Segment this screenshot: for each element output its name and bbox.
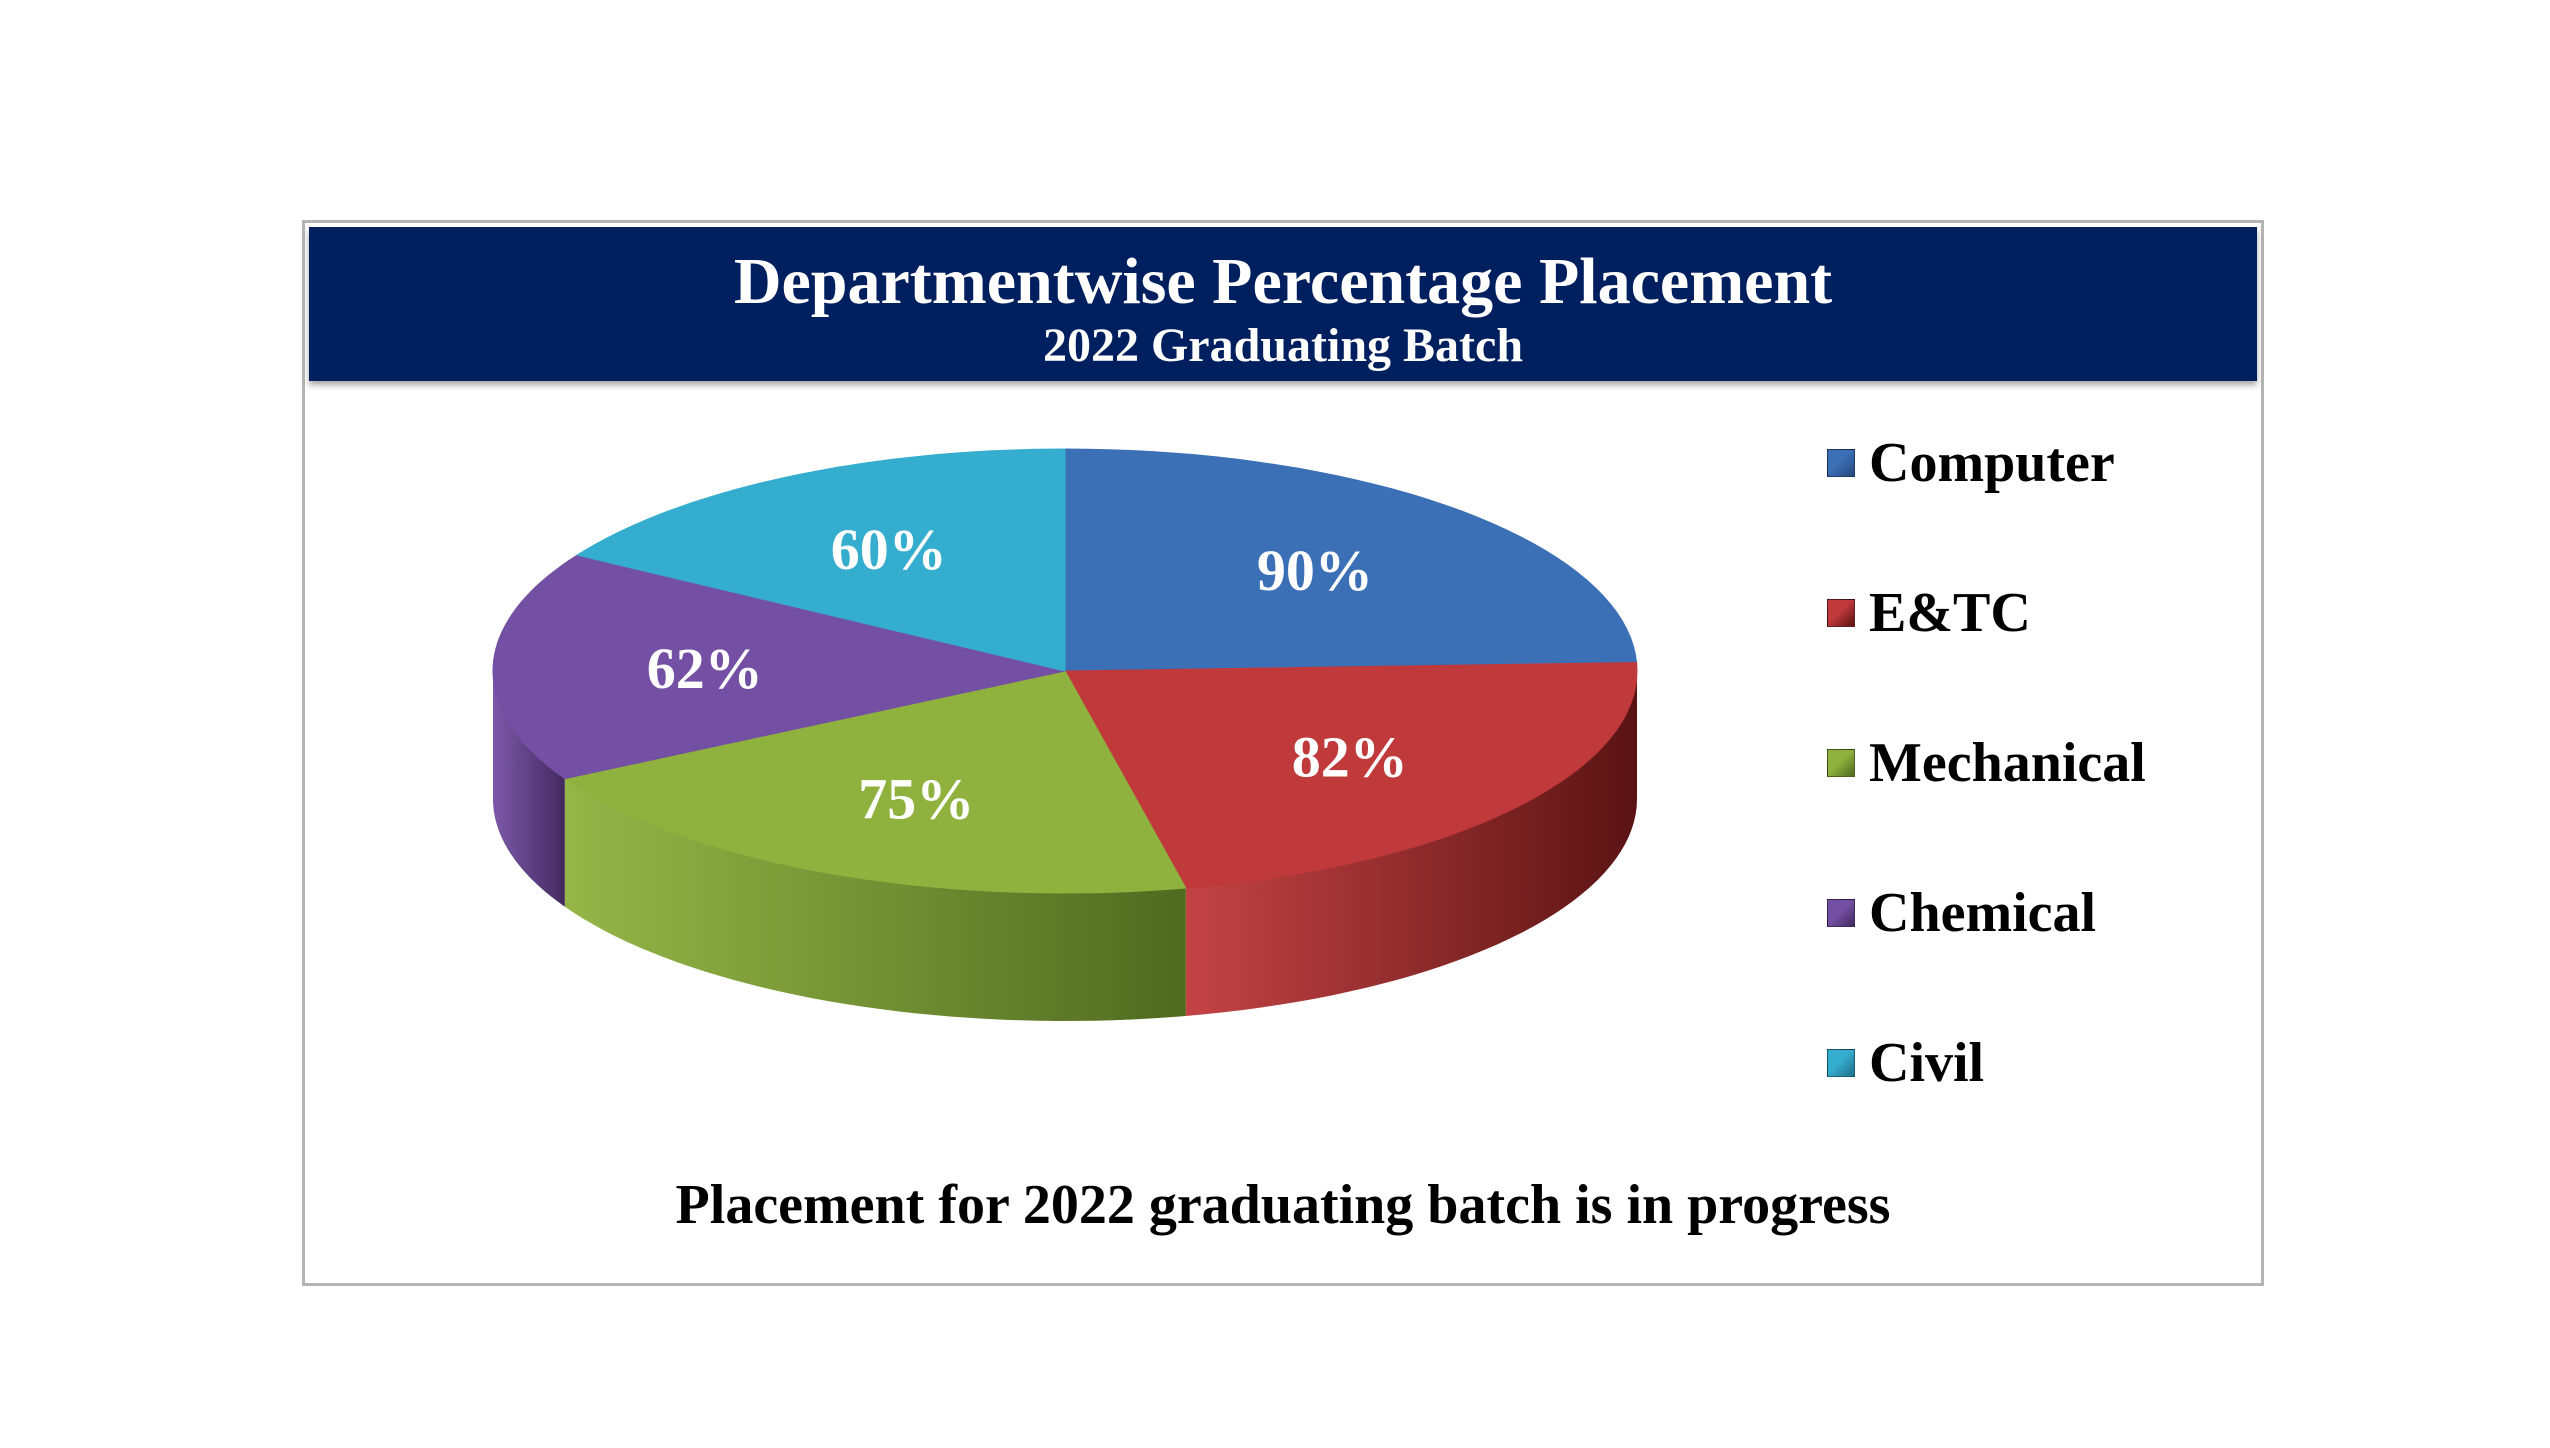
pie-labels: 90% 82% 75% 62% 60% — [647, 517, 1408, 831]
pie-slice-computer — [1064, 448, 1638, 672]
pie-label-civil: 60% — [831, 517, 947, 582]
pie-label-computer: 90% — [1257, 538, 1373, 603]
legend-item-mechanical: Mechanical — [1827, 732, 2146, 794]
legend-item-computer: Computer — [1827, 432, 2115, 494]
pie-sides — [493, 671, 1637, 1021]
chart-card: Departmentwise Percentage Placement 2022… — [302, 220, 2264, 1286]
legend-label-chemical: Chemical — [1869, 882, 2097, 944]
chart-subtitle: 2022 Graduating Batch — [1042, 319, 1524, 372]
legend-swatch-mechanical — [1827, 749, 1855, 777]
pie-chart: 90% 82% 75% 62% 60% — [492, 448, 1638, 1021]
pie-slice-civil — [575, 448, 1066, 672]
pie-side-e-tc — [1185, 671, 1637, 1016]
legend-swatch-computer — [1827, 449, 1855, 477]
pie-side-chemical — [493, 671, 565, 907]
pie-slice-chemical — [492, 554, 1066, 780]
pie-side-mechanical — [564, 778, 1186, 1021]
legend-swatch-chemical — [1827, 899, 1855, 927]
chart-header: Departmentwise Percentage Placement 2022… — [309, 227, 2257, 381]
pie-label-e-tc: 82% — [1292, 725, 1408, 790]
legend-label-computer: Computer — [1869, 432, 2115, 494]
pie-label-mechanical: 75% — [858, 766, 974, 831]
legend-swatch-e-tc — [1827, 599, 1855, 627]
legend-swatch-civil — [1827, 1049, 1855, 1077]
pie-label-chemical: 62% — [647, 636, 763, 701]
pie-slice-mechanical — [563, 670, 1187, 894]
legend-item-e-tc: E&TC — [1827, 582, 2031, 644]
legend-item-chemical: Chemical — [1827, 882, 2097, 944]
legend-label-e-tc: E&TC — [1869, 582, 2031, 644]
chart-title: Departmentwise Percentage Placement — [733, 245, 1833, 318]
legend-label-civil: Civil — [1869, 1032, 1985, 1094]
pie-tops — [492, 448, 1638, 894]
legend-label-mechanical: Mechanical — [1869, 732, 2146, 794]
footer-note: Placement for 2022 graduating batch is i… — [675, 1174, 1891, 1236]
pie-slice-e-tc — [1064, 661, 1638, 889]
legend-item-civil: Civil — [1827, 1032, 1985, 1094]
